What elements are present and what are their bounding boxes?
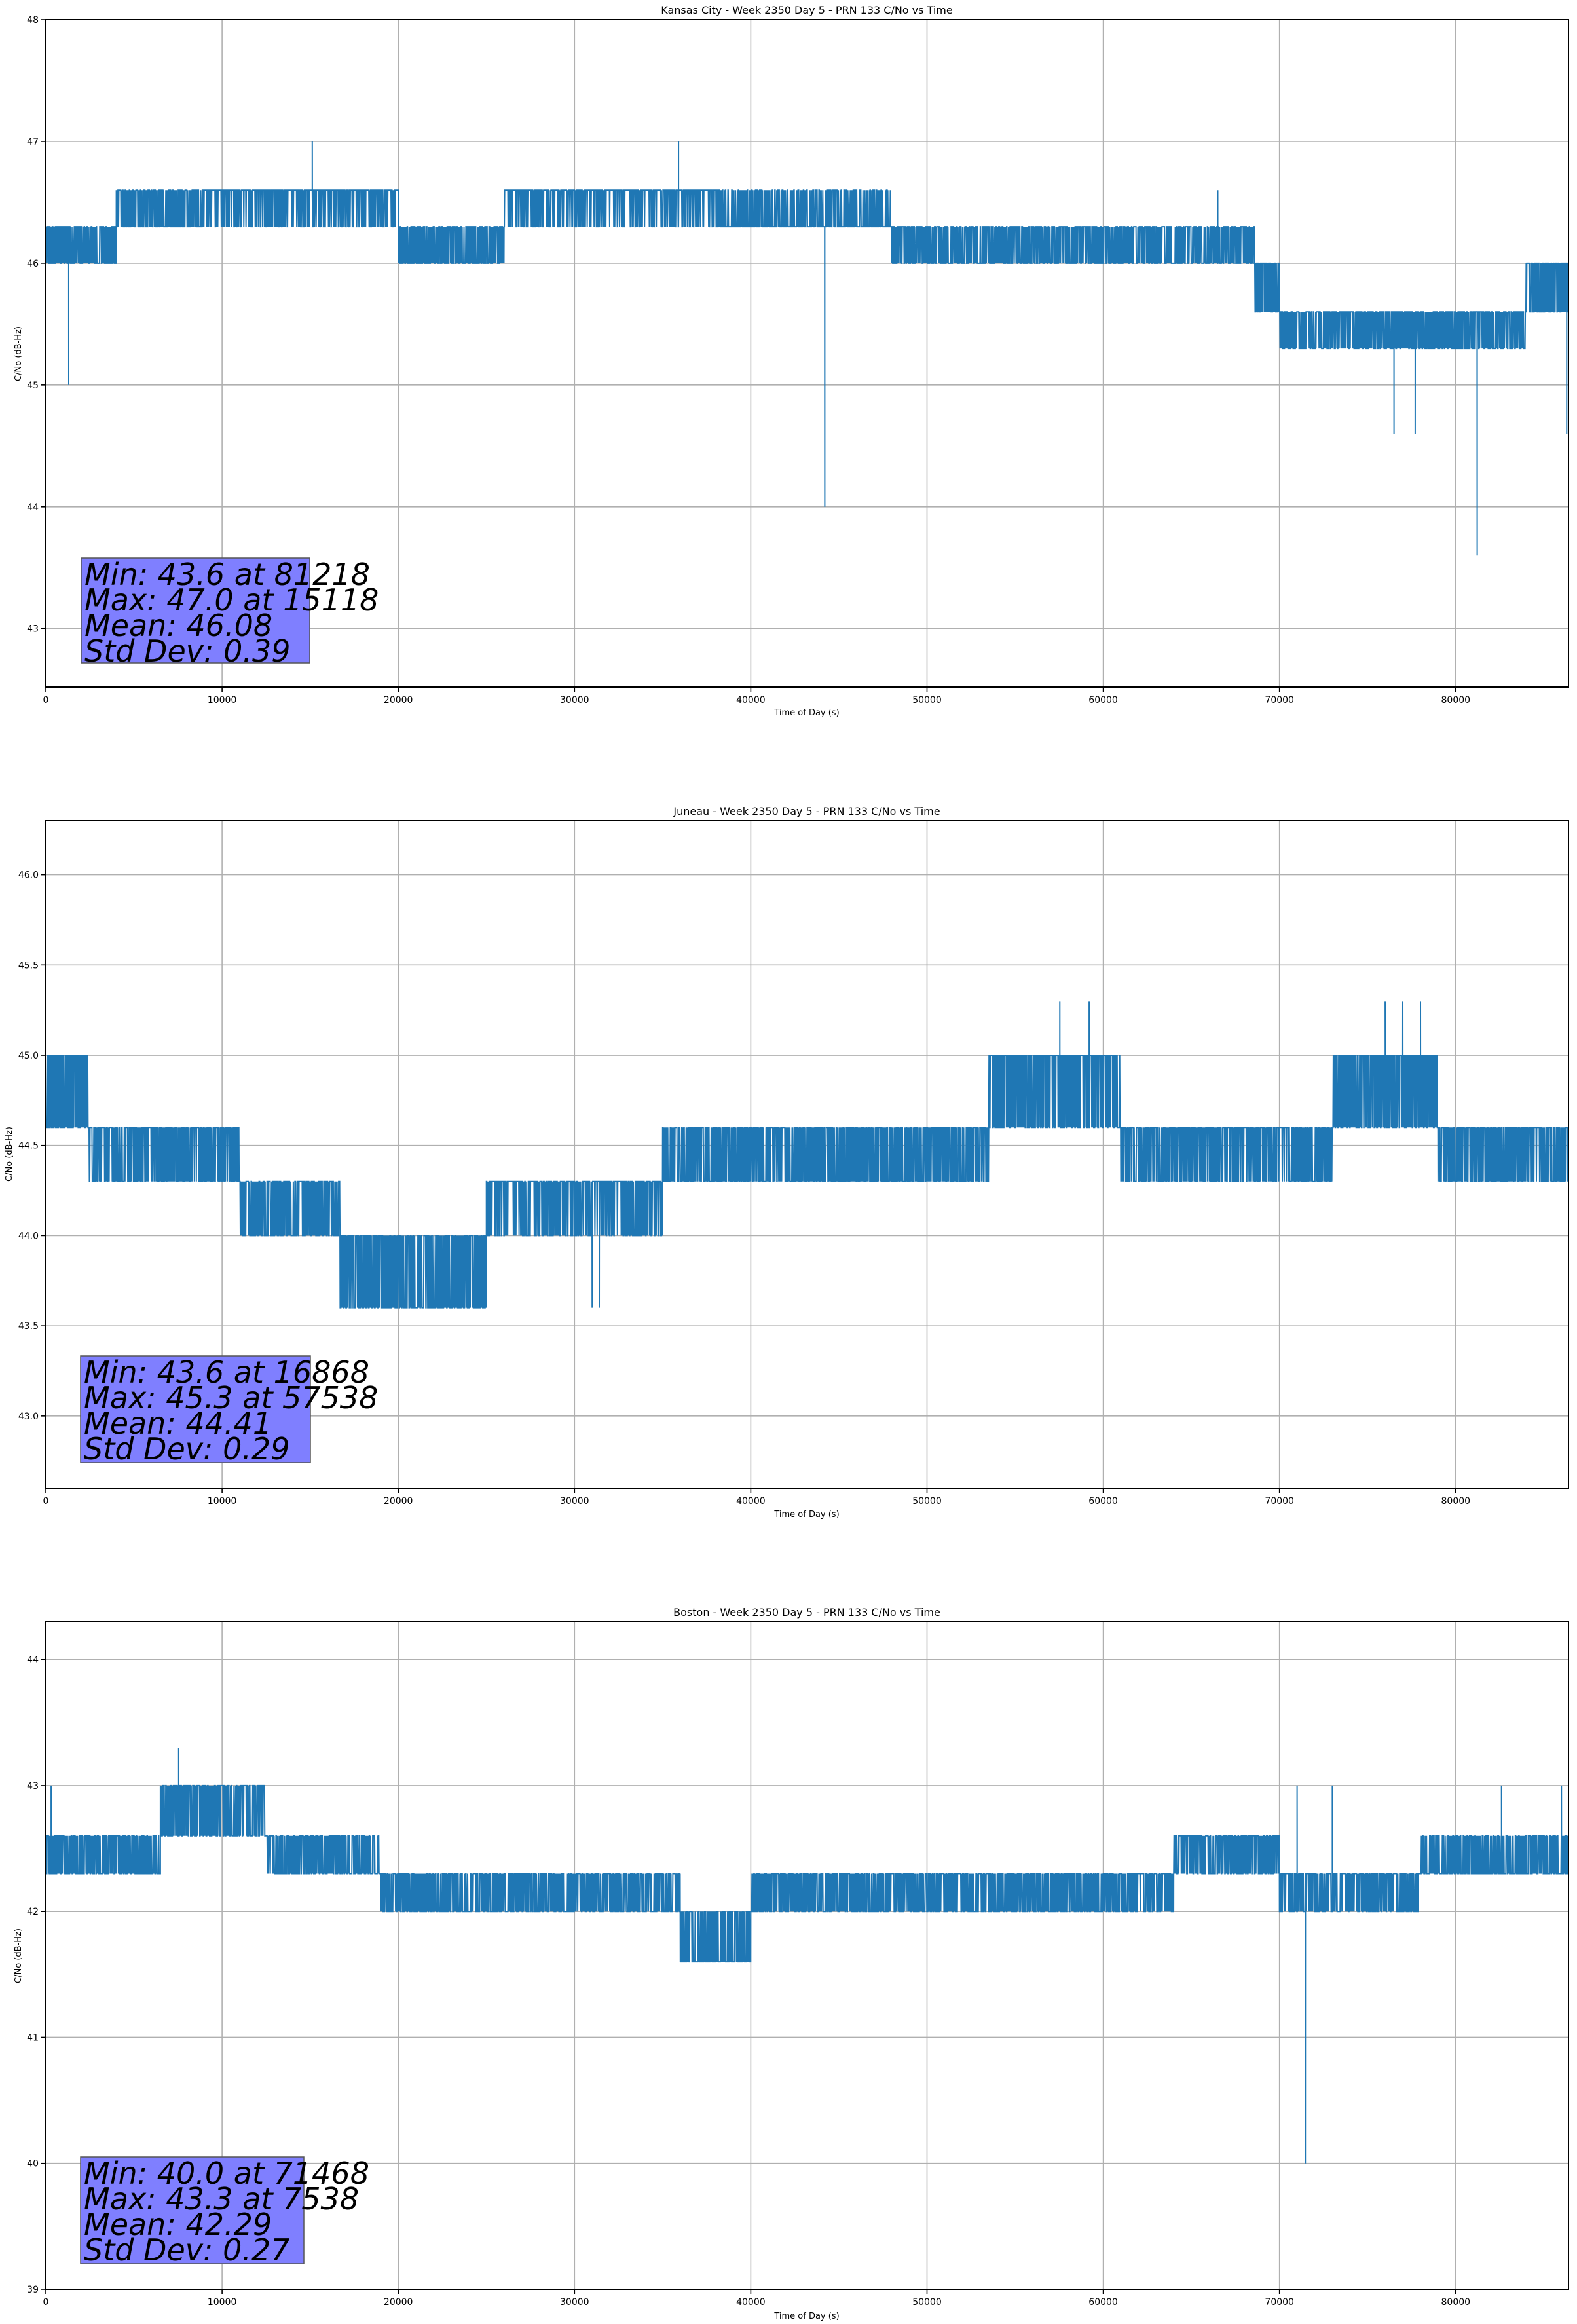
chart-title: Juneau - Week 2350 Day 5 - PRN 133 C/No … bbox=[673, 805, 940, 817]
stats-mean: Mean: 46.08 bbox=[84, 608, 272, 643]
x-tick-label: 50000 bbox=[912, 695, 942, 705]
x-tick-label: 40000 bbox=[736, 2297, 766, 2308]
x-tick-label: 0 bbox=[43, 2297, 49, 2308]
stats-box: Min: 40.0 at 71468 Max: 43.3 at 7538 Mea… bbox=[80, 2156, 369, 2268]
stats-max: Max: 43.3 at 7538 bbox=[84, 2181, 359, 2217]
stats-box: Min: 43.6 at 16868 Max: 45.3 at 57538 Me… bbox=[80, 1355, 378, 1467]
y-tick-label: 43.5 bbox=[18, 1321, 39, 1332]
stats-box: Min: 43.6 at 81218 Max: 47.0 at 15118 Me… bbox=[81, 557, 379, 669]
x-axis-label: Time of Day (s) bbox=[773, 708, 839, 718]
x-tick-label: 20000 bbox=[384, 1496, 413, 1507]
stats-mean: Mean: 44.41 bbox=[84, 1406, 272, 1441]
chart-title: Kansas City - Week 2350 Day 5 - PRN 133 … bbox=[661, 4, 952, 16]
y-tick-label: 47 bbox=[27, 137, 39, 147]
x-tick-label: 80000 bbox=[1441, 2297, 1471, 2308]
stats-min: Min: 40.0 at 71468 bbox=[84, 2156, 369, 2191]
stats-max: Max: 45.3 at 57538 bbox=[84, 1380, 378, 1415]
x-tick-label: 60000 bbox=[1088, 1496, 1118, 1507]
axes-frame bbox=[45, 19, 1569, 688]
x-tick-label: 40000 bbox=[736, 1496, 766, 1507]
cno-trace-line bbox=[46, 1001, 1568, 1309]
x-tick-label: 80000 bbox=[1441, 695, 1471, 705]
y-tick-label: 44 bbox=[27, 1655, 39, 1666]
x-axis-label: Time of Day (s) bbox=[773, 2312, 839, 2321]
stats-box-background bbox=[80, 2156, 305, 2264]
stats-min: Min: 43.6 at 81218 bbox=[84, 557, 370, 592]
y-tick-label: 44.0 bbox=[18, 1231, 39, 1241]
y-axis-label: C/No (dB-Hz) bbox=[14, 326, 24, 381]
y-tick-label: 45 bbox=[27, 381, 39, 391]
y-tick-label: 40 bbox=[27, 2159, 39, 2169]
y-tick-label: 44.5 bbox=[18, 1141, 39, 1152]
x-tick-label: 80000 bbox=[1441, 1496, 1471, 1507]
panel-boston: Boston - Week 2350 Day 5 - PRN 133 C/No … bbox=[14, 1606, 1569, 2321]
x-tick-label: 50000 bbox=[912, 1496, 942, 1507]
axes-frame bbox=[45, 820, 1569, 1489]
y-tick-label: 43 bbox=[27, 1781, 39, 1791]
x-tick-label: 0 bbox=[43, 695, 49, 705]
x-tick-label: 30000 bbox=[560, 2297, 589, 2308]
x-tick-label: 70000 bbox=[1265, 2297, 1294, 2308]
y-tick-label: 46 bbox=[27, 259, 39, 269]
x-tick-label: 20000 bbox=[384, 695, 413, 705]
stats-std: Std Dev: 0.39 bbox=[84, 633, 291, 669]
cno-trace-line bbox=[46, 1748, 1568, 2164]
x-tick-label: 60000 bbox=[1088, 2297, 1118, 2308]
y-tick-label: 39 bbox=[27, 2285, 39, 2295]
stats-std: Std Dev: 0.29 bbox=[84, 1431, 290, 1467]
x-tick-label: 70000 bbox=[1265, 695, 1294, 705]
y-tick-label: 46.0 bbox=[18, 871, 39, 881]
panel-juneau: Juneau - Week 2350 Day 5 - PRN 133 C/No … bbox=[5, 805, 1569, 1520]
x-tick-label: 70000 bbox=[1265, 1496, 1294, 1507]
x-tick-label: 20000 bbox=[384, 2297, 413, 2308]
x-axis-label: Time of Day (s) bbox=[773, 1510, 839, 1520]
x-tick-label: 0 bbox=[43, 1496, 49, 1507]
x-tick-label: 10000 bbox=[208, 695, 237, 705]
y-axis-label: C/No (dB-Hz) bbox=[14, 1928, 24, 1983]
stats-std: Std Dev: 0.27 bbox=[84, 2232, 290, 2268]
y-axis-label: C/No (dB-Hz) bbox=[5, 1127, 14, 1182]
stats-box-background bbox=[80, 1355, 311, 1463]
y-tick-label: 48 bbox=[27, 15, 39, 26]
panel-kansas-city: Kansas City - Week 2350 Day 5 - PRN 133 … bbox=[14, 4, 1569, 718]
x-tick-label: 60000 bbox=[1088, 695, 1118, 705]
cno-trace-line bbox=[46, 141, 1568, 556]
stats-min: Min: 43.6 at 16868 bbox=[84, 1355, 369, 1390]
x-tick-label: 30000 bbox=[560, 1496, 589, 1507]
axes-frame bbox=[45, 1621, 1569, 2290]
x-tick-label: 40000 bbox=[736, 695, 766, 705]
y-tick-label: 45.0 bbox=[18, 1051, 39, 1061]
x-tick-label: 10000 bbox=[208, 2297, 237, 2308]
y-tick-label: 43.0 bbox=[18, 1412, 39, 1422]
x-tick-label: 10000 bbox=[208, 1496, 237, 1507]
x-tick-label: 30000 bbox=[560, 695, 589, 705]
y-tick-label: 45.5 bbox=[18, 960, 39, 971]
x-tick-label: 50000 bbox=[912, 2297, 942, 2308]
chart-title: Boston - Week 2350 Day 5 - PRN 133 C/No … bbox=[673, 1606, 940, 1619]
y-tick-label: 44 bbox=[27, 502, 39, 513]
y-tick-label: 41 bbox=[27, 2033, 39, 2043]
y-tick-label: 43 bbox=[27, 624, 39, 635]
y-tick-label: 42 bbox=[27, 1907, 39, 1917]
stats-mean: Mean: 42.29 bbox=[84, 2207, 272, 2242]
stats-box-background bbox=[81, 557, 310, 664]
stats-max: Max: 47.0 at 15118 bbox=[84, 582, 379, 618]
